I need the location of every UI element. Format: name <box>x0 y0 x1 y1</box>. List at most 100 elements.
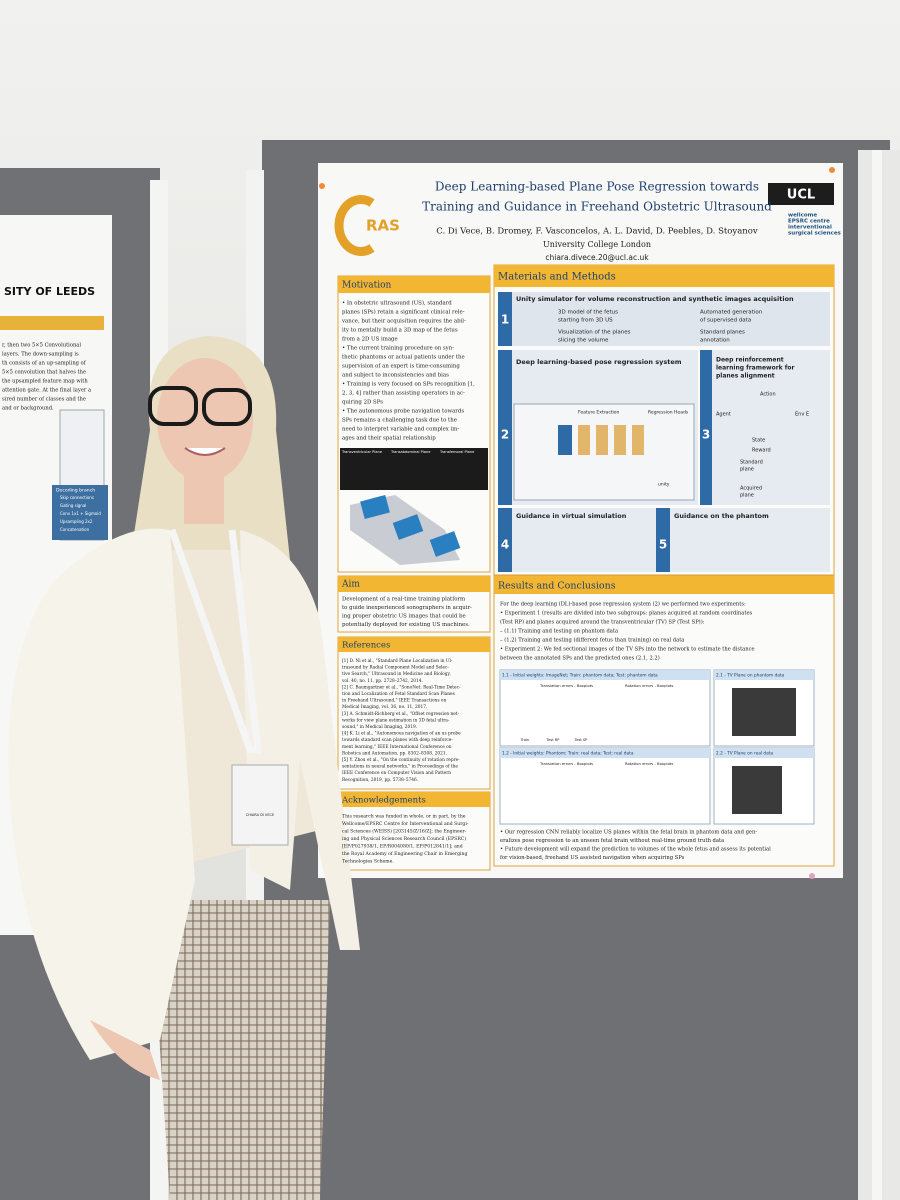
panel-item: annotation <box>700 338 730 344</box>
reference-line: sentations in neural networks," in Proce… <box>342 765 458 770</box>
panel-1 <box>498 292 830 346</box>
logo-text: RAS <box>366 217 400 235</box>
glasses <box>202 388 252 426</box>
number-bar <box>498 350 512 505</box>
reference-line: Recognition, 2019, pp. 5738–5746. <box>342 778 418 783</box>
wellcome-logo-text: EPSRC centre <box>788 219 830 225</box>
motivation-line: 2, 3, 4] rather than assisting operators… <box>342 391 465 397</box>
panel-5 <box>660 508 830 572</box>
section-heading: Motivation <box>342 281 391 291</box>
reference-line: Medical Imaging, vol. 36, no. 11, 2017. <box>342 705 427 710</box>
left-poster-header: SITY OF LEEDS <box>4 285 95 298</box>
section-heading: Results and Conclusions <box>498 581 616 592</box>
results-line: – (1.2) Training and testing (different … <box>500 637 684 644</box>
face <box>157 358 253 482</box>
left-poster-line: the upsampled feature map with <box>2 379 88 385</box>
network-label: unity <box>658 482 670 488</box>
panel-header <box>500 670 710 680</box>
panel-title: learning framework for <box>716 365 794 372</box>
aim-bar <box>338 576 490 592</box>
lanyard <box>168 528 262 754</box>
panel-title: Deep reinforcement <box>716 357 784 364</box>
results-line: For the deep learning (DL)-based pose re… <box>500 601 746 608</box>
left-poster-bar <box>0 316 104 330</box>
left-poster-line: th consists of an up-sampling of <box>2 361 87 367</box>
pin <box>829 167 835 173</box>
plot-panel <box>499 747 711 825</box>
poster-title: Training and Guidance in Freehand Obstet… <box>422 200 772 214</box>
references-bar <box>338 637 490 652</box>
results-panel-label: 2.2 - TV Plane on real data <box>716 751 773 757</box>
plot-axis-label: Test RP <box>546 738 561 742</box>
conclusion-line: • Our regression CNN reliably localize U… <box>500 830 757 836</box>
reference-line: [4] K. Li et al., "Autonomous navigation… <box>342 732 461 737</box>
network-label: Regression Heads <box>648 410 689 416</box>
number-bar <box>656 508 670 572</box>
ack-line: the Royal Academy of Engineering Chair i… <box>342 851 467 857</box>
aim-line: ing proper obstetric US images that coul… <box>342 614 466 620</box>
layer <box>632 425 644 455</box>
panel-title: Guidance on the phantom <box>674 512 769 520</box>
affiliation: University College London <box>543 240 651 249</box>
references-box <box>337 636 491 790</box>
hand <box>90 1020 160 1080</box>
left-poster-line: r, then two 5×5 Convolutional <box>2 343 81 349</box>
plot-title: Rotation errors - Boxplots <box>625 761 673 766</box>
panel-item: Visualization of the planes <box>558 330 631 336</box>
ack-line: cal Sciences (WEISS) [203145/Z/16/Z]; th… <box>342 828 467 835</box>
cras-logo-arc <box>334 195 375 256</box>
panel-item: starting from 3D US <box>558 318 613 324</box>
reference-line: [1] D. Ni et al., "Standard Plane Locali… <box>342 659 453 664</box>
plot-title: Rotation errors - Boxplots <box>625 683 673 688</box>
panel-number: 4 <box>501 538 509 552</box>
aim-line: Development of a real-time training plat… <box>342 597 465 603</box>
conclusion-line: for vision-based, freehand US assisted n… <box>500 855 685 861</box>
left-poster-line: attention gate. At the final layer a <box>2 388 91 394</box>
reference-line: sound," in Medical Imaging, 2019. <box>342 725 417 730</box>
email: chiara.divece.20@ucl.ac.uk <box>545 253 649 262</box>
panel-item: of supervised data <box>700 318 751 324</box>
neck <box>184 474 224 524</box>
panel-item: slicing the volume <box>558 338 609 344</box>
panel-number: 2 <box>501 428 509 442</box>
trousers <box>150 900 330 1200</box>
plot-title: Translation errors - Boxplots <box>539 761 593 766</box>
rl-label: Acquired <box>740 486 762 492</box>
legend-item: Conv 1x1 + Sigmoid <box>60 511 101 516</box>
panel-header <box>500 748 710 758</box>
reference-line: IEEE Conference on Computer Vision and P… <box>342 771 451 776</box>
motivation-line: from a 2D US image <box>342 337 398 343</box>
jacket-left <box>8 528 196 1060</box>
panel-number: 1 <box>501 313 509 327</box>
ack-line: ing and Physical Sciences Research Counc… <box>342 835 466 842</box>
panel-number: 5 <box>659 538 667 552</box>
panel-item: 3D model of the fetus <box>558 310 618 316</box>
network-label: Feature Extraction <box>578 410 620 416</box>
pin <box>319 183 325 189</box>
ack-line: This research was funded in whole, or in… <box>342 814 466 820</box>
plane <box>360 494 390 520</box>
conclusion-line: eralizes pose regression to an unseen fe… <box>500 838 724 844</box>
us-images <box>340 448 488 490</box>
panel-title: Unity simulator for volume reconstructio… <box>516 295 794 303</box>
results-line: – (1.1) Training and testing on phantom … <box>500 628 618 635</box>
rl-label: Reward <box>752 448 771 454</box>
motivation-line: quiring 2D SPs <box>342 400 383 406</box>
motivation-line: • The autonomous probe navigation toward… <box>342 409 464 415</box>
conclusion-line: • Future development will expand the pre… <box>500 847 771 853</box>
number-bar <box>498 292 512 346</box>
plane <box>429 531 461 557</box>
glasses <box>148 386 198 426</box>
reference-line: [2] C. Baumgartner et al., "SonoNet: Rea… <box>342 685 461 690</box>
left-poster-line: sired number of classes and the <box>2 397 86 403</box>
results-line: • Experiment 2: We fed sectional images … <box>500 647 755 653</box>
rl-label: Action <box>760 392 776 398</box>
reference-line: vol. 40, no. 11, pp. 2728–2742, 2014. <box>341 679 423 684</box>
authors: C. Di Vece, B. Dromey, F. Vasconcelos, A… <box>436 227 758 237</box>
badge-name: CHIARA DI VECE <box>246 813 274 817</box>
plot-axis-label: Train <box>520 738 530 742</box>
reference-line: trasound by Radial Component Model and S… <box>342 666 449 671</box>
panel-number: 3 <box>702 428 710 442</box>
